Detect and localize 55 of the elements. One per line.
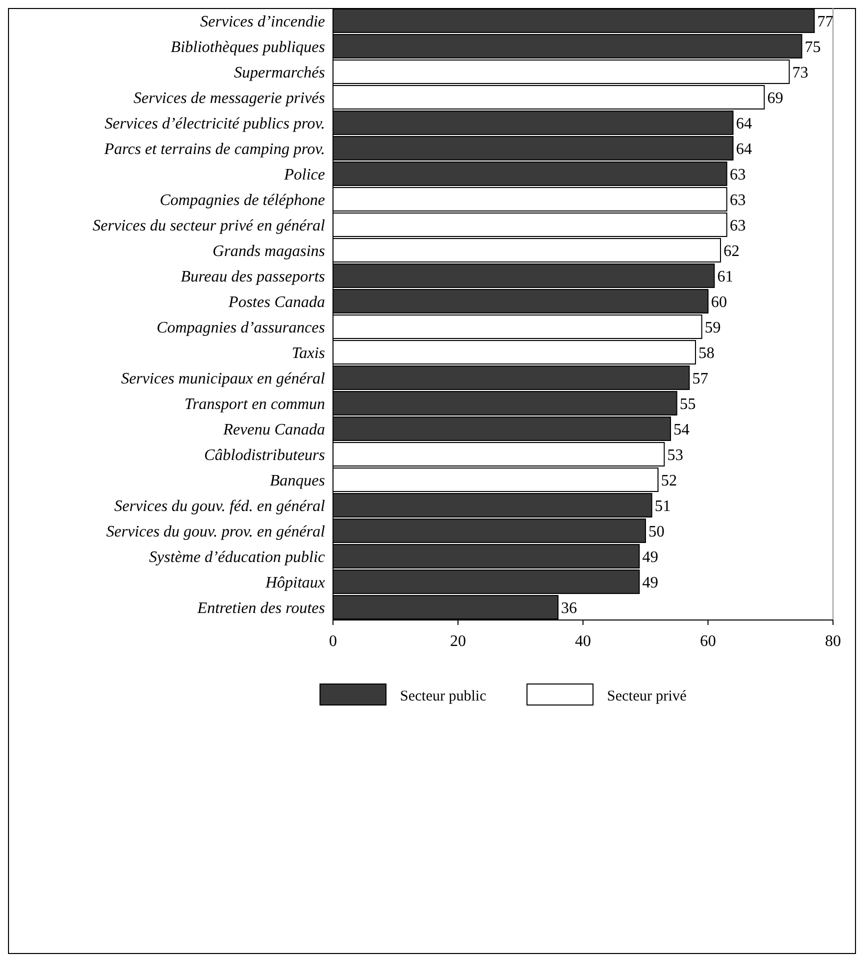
y-tick-label: Taxis bbox=[292, 344, 325, 362]
y-tick-label: Services du gouv. prov. en général bbox=[106, 523, 326, 540]
y-tick-label: Transport en commun bbox=[184, 396, 325, 413]
y-tick-label: Services du gouv. féd. en général bbox=[114, 498, 326, 515]
y-tick-label: Système d’éducation public bbox=[149, 548, 325, 566]
y-tick-label: Services de messagerie privés bbox=[134, 90, 325, 107]
legend-label: Secteur public bbox=[400, 688, 487, 704]
y-tick-label: Services d’électricité publics prov. bbox=[104, 115, 325, 132]
y-tick-label: Compagnies de téléphone bbox=[160, 192, 325, 209]
y-tick-label: Bureau des passeports bbox=[180, 268, 325, 286]
data-label: 57 bbox=[692, 370, 708, 388]
data-label: 59 bbox=[704, 319, 721, 336]
data-label: 49 bbox=[642, 574, 658, 592]
data-label: 64 bbox=[736, 140, 752, 158]
data-label: 36 bbox=[561, 600, 577, 617]
data-label: 62 bbox=[724, 242, 740, 260]
data-label: 75 bbox=[804, 38, 821, 56]
y-tick-label: Câblodistributeurs bbox=[204, 446, 325, 464]
data-label: 51 bbox=[654, 498, 671, 515]
data-label: 54 bbox=[674, 421, 690, 438]
data-label: 64 bbox=[736, 115, 752, 132]
x-tick-label: 40 bbox=[575, 633, 591, 650]
data-label: 52 bbox=[661, 472, 677, 490]
legend-label: Secteur privé bbox=[607, 688, 687, 704]
y-tick-label: Entretien des routes bbox=[196, 600, 325, 617]
y-tick-label: Services d’incendie bbox=[200, 13, 325, 30]
y-tick-label: Parcs et terrains de camping prov. bbox=[103, 140, 325, 158]
data-label: 55 bbox=[680, 396, 696, 413]
y-tick-label: Revenu Canada bbox=[222, 421, 325, 438]
data-label: 63 bbox=[730, 166, 746, 184]
data-label: 63 bbox=[730, 217, 746, 234]
y-tick-label: Police bbox=[283, 166, 325, 184]
y-tick-label: Compagnies d’assurances bbox=[156, 319, 325, 336]
x-tick-label: 20 bbox=[450, 633, 466, 650]
data-label: 50 bbox=[648, 523, 664, 540]
x-tick-label: 60 bbox=[700, 633, 716, 650]
x-tick-label: 0 bbox=[329, 633, 337, 650]
data-label: 63 bbox=[730, 192, 746, 209]
y-tick-label: Bibliothèques publiques bbox=[170, 38, 325, 56]
data-label: 49 bbox=[642, 548, 658, 566]
y-tick-label: Services municipaux en général bbox=[121, 370, 326, 388]
y-tick-label: Grands magasins bbox=[212, 242, 325, 260]
y-tick-label: Services du secteur privé en général bbox=[92, 217, 326, 234]
x-tick-label: 80 bbox=[825, 633, 841, 650]
data-label: 61 bbox=[717, 268, 734, 286]
data-label: 77 bbox=[817, 13, 834, 30]
data-label: 73 bbox=[792, 64, 808, 82]
y-tick-label: Supermarchés bbox=[234, 64, 325, 82]
y-tick-label: Banques bbox=[270, 472, 325, 490]
data-label: 60 bbox=[711, 294, 727, 311]
y-tick-label: Postes Canada bbox=[228, 294, 325, 311]
data-label: 53 bbox=[667, 446, 684, 464]
data-label: 58 bbox=[698, 344, 714, 362]
y-tick-label: Hôpitaux bbox=[264, 574, 325, 592]
data-label: 69 bbox=[767, 90, 784, 107]
